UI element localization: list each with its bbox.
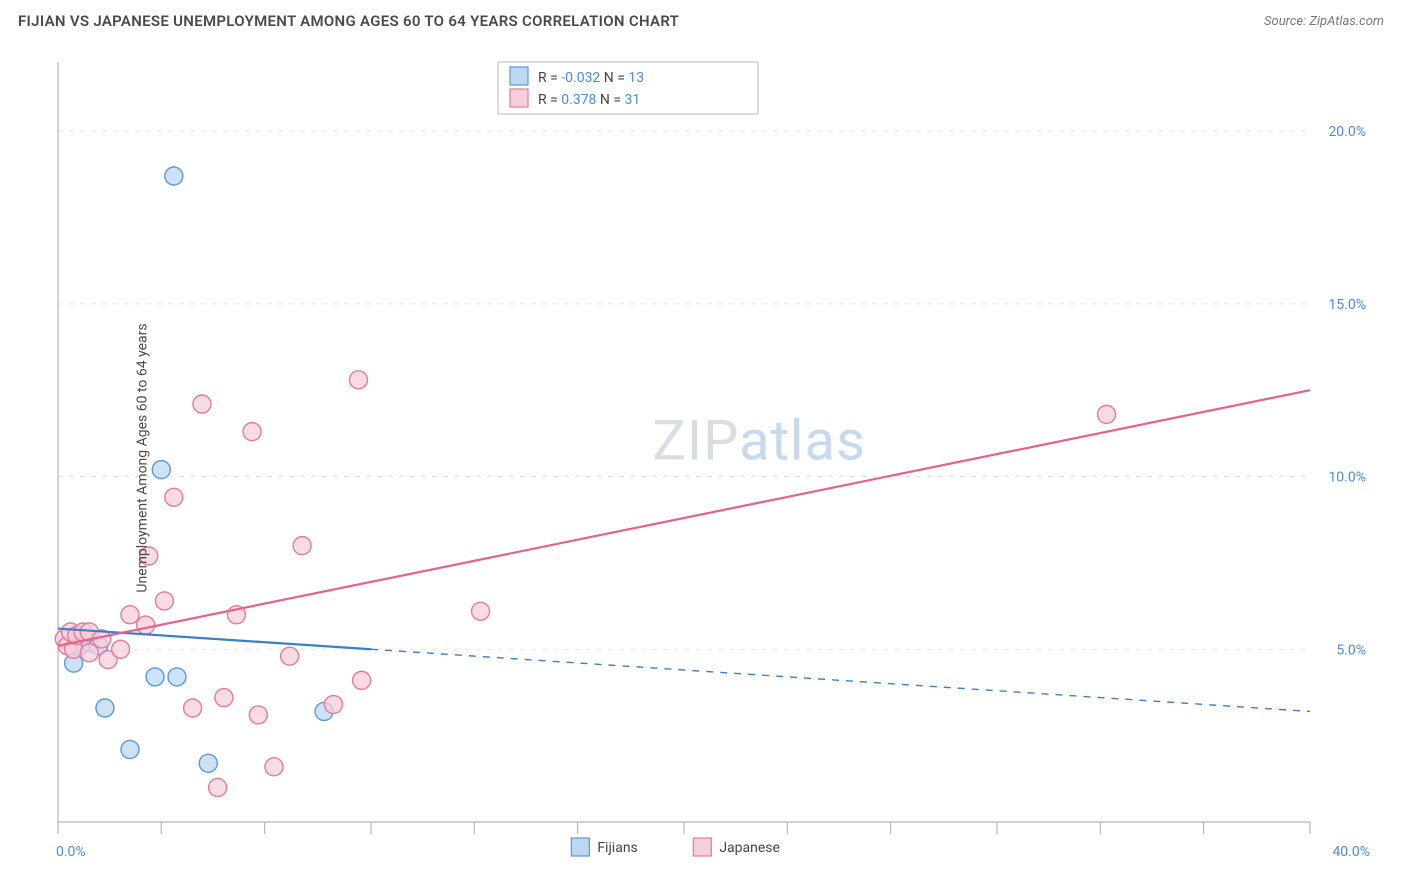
svg-text:Fijians: Fijians <box>597 840 637 856</box>
y-axis-title: Unemployment Among Ages 60 to 64 years <box>135 323 151 592</box>
svg-text:R = 0.378 N = 31: R = 0.378 N = 31 <box>538 92 640 108</box>
svg-text:10.0%: 10.0% <box>1328 470 1366 486</box>
svg-text:40.0%: 40.0% <box>1332 844 1370 860</box>
svg-text:Japanese: Japanese <box>719 840 780 856</box>
source-credit: Source: ZipAtlas.com <box>1264 14 1384 29</box>
correlation-chart: 0.0% 40.0% 5.0% 10.0% 15.0% 20.0% ZIPatlas R = … <box>18 48 1382 868</box>
svg-text:20.0%: 20.0% <box>1328 124 1366 140</box>
svg-text:5.0%: 5.0% <box>1336 642 1366 658</box>
svg-text:R = -0.032 N = 13: R = -0.032 N = 13 <box>538 70 644 86</box>
svg-text:0.0%: 0.0% <box>56 844 86 860</box>
svg-text:15.0%: 15.0% <box>1328 297 1366 313</box>
svg-text:ZIPatlas: ZIPatlas <box>652 407 866 473</box>
chart-title: FIJIAN VS JAPANESE UNEMPLOYMENT AMONG AG… <box>18 12 679 30</box>
